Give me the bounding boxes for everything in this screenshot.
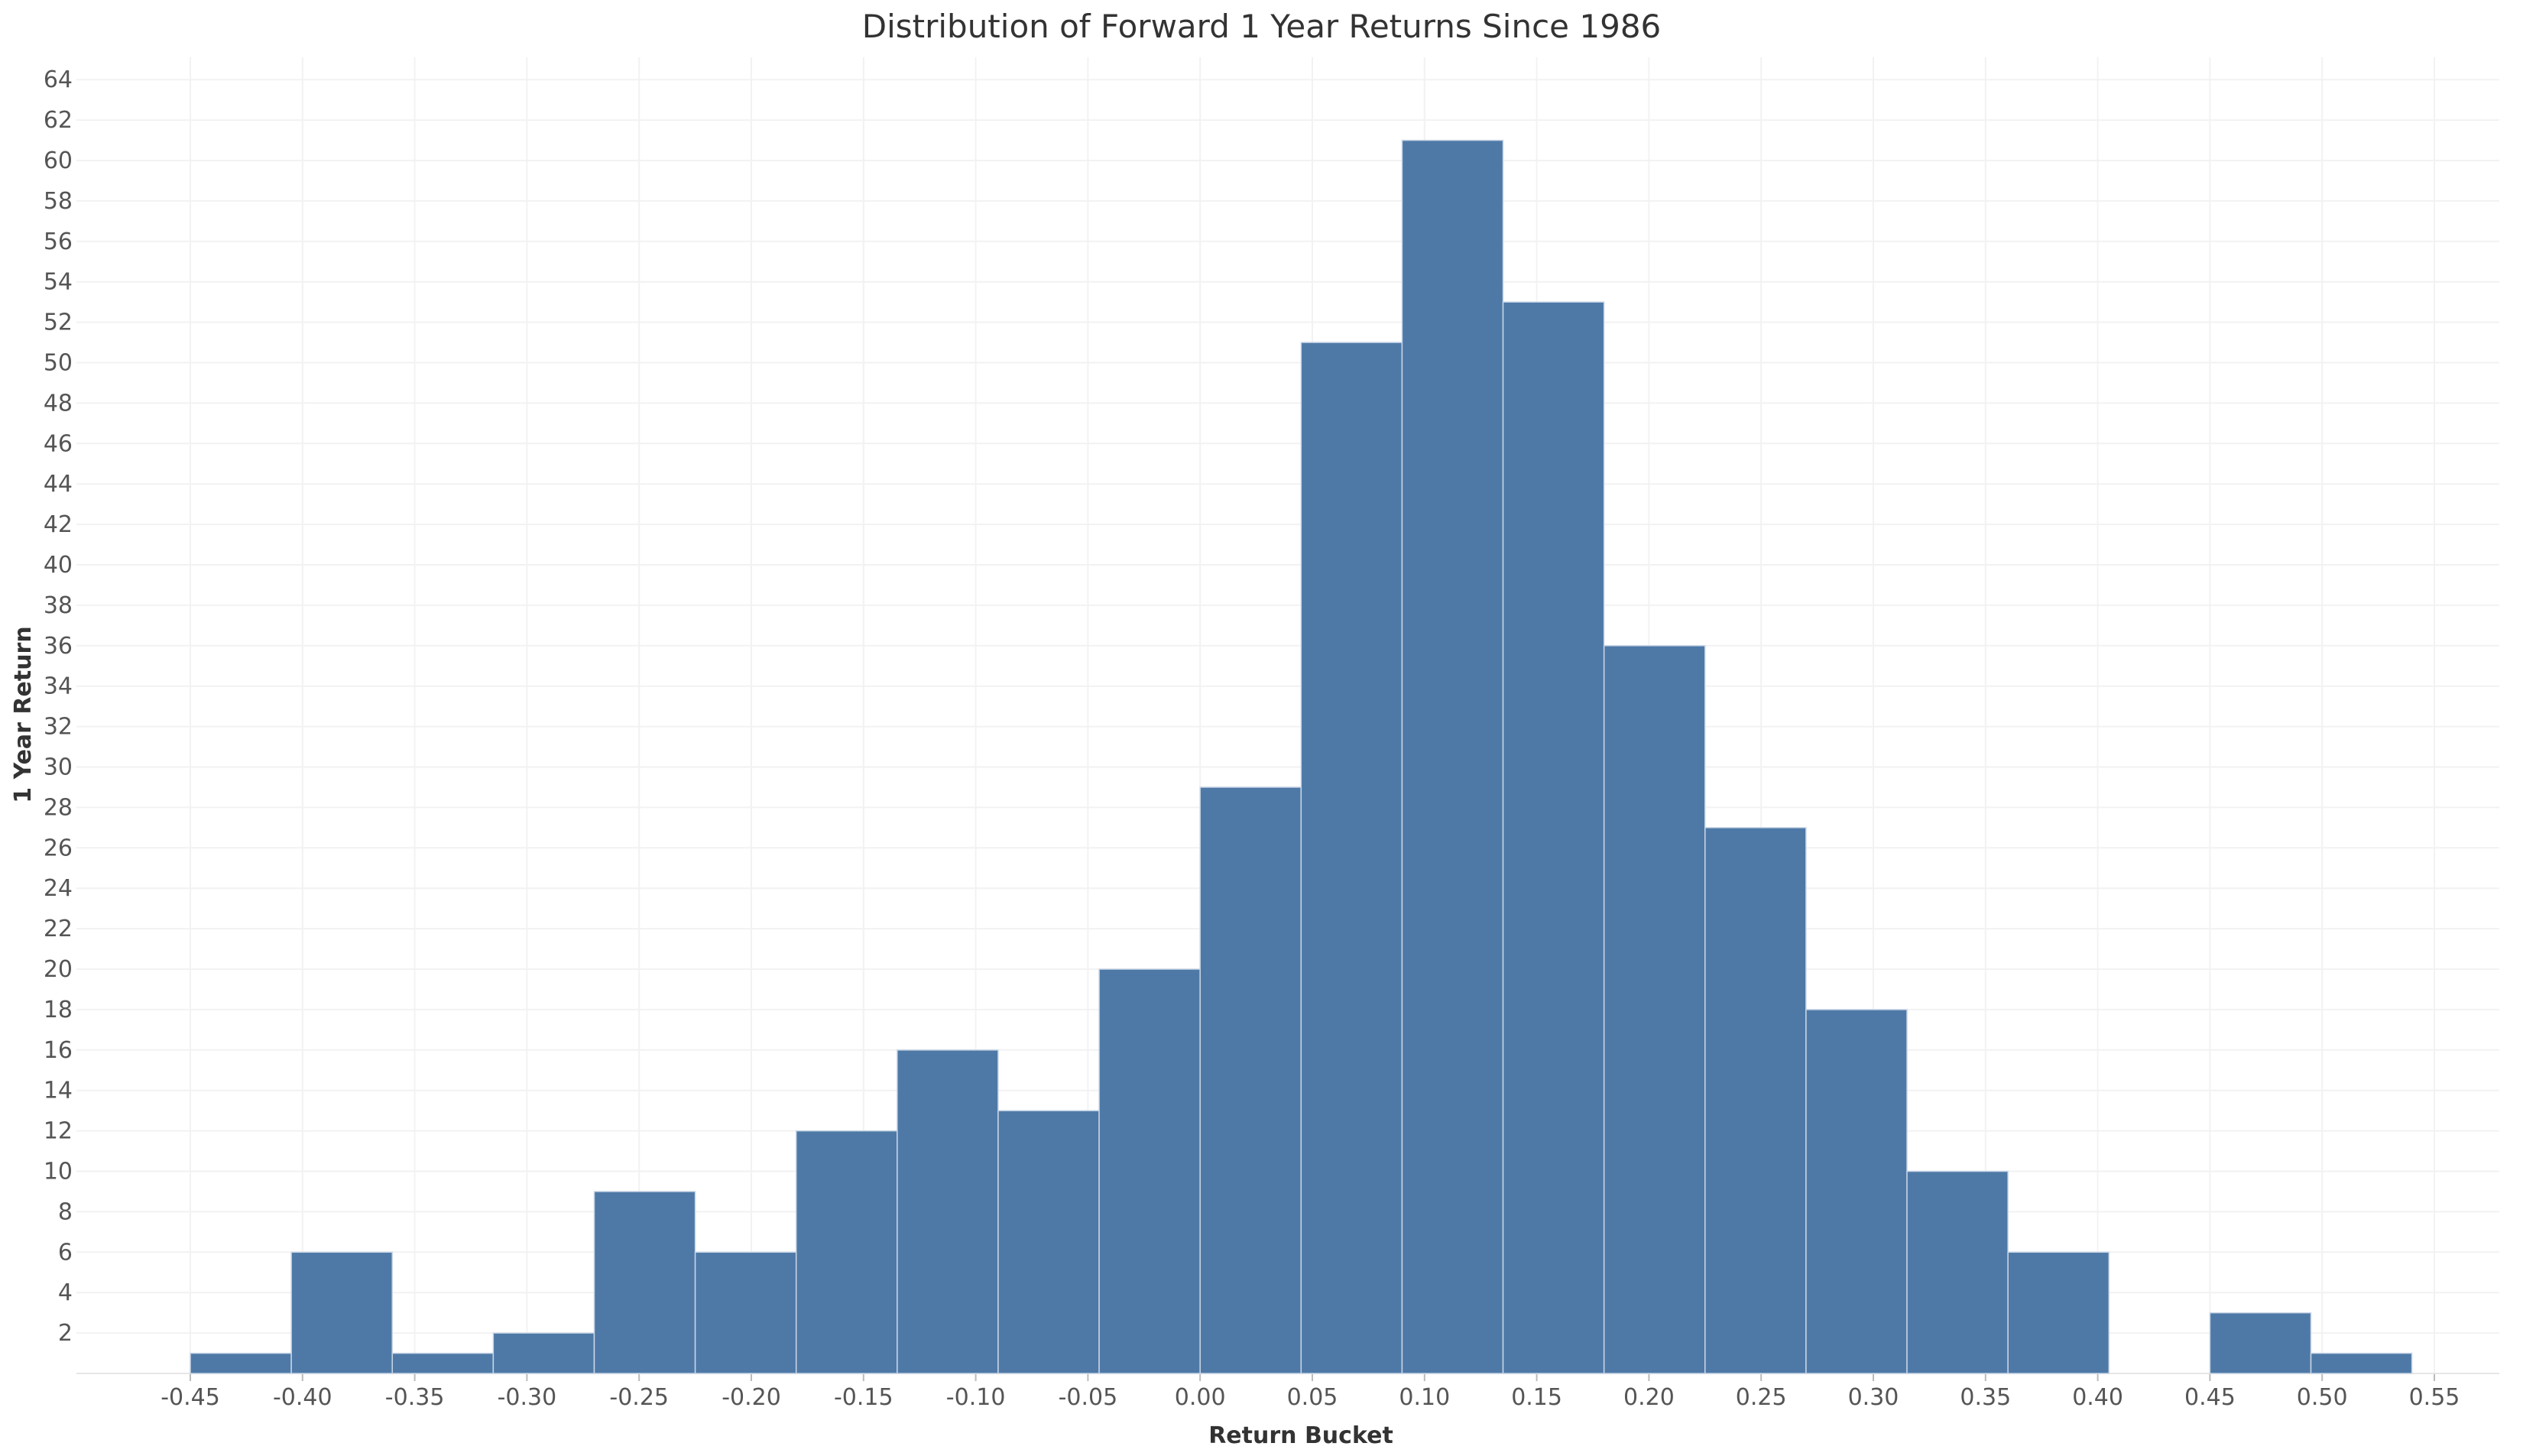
x-tick-label: -0.25 [609,1384,669,1411]
x-tick-label: -0.05 [1059,1384,1118,1411]
y-tick-labels: 2468101214161820222426283032343638404244… [44,66,73,1347]
y-tick-label: 56 [44,229,73,255]
y-tick-label: 14 [44,1078,73,1104]
histogram-bar[interactable] [1401,139,1504,1374]
x-tick-label: -0.15 [834,1384,893,1411]
y-tick-label: 22 [44,916,73,942]
x-tick-label: -0.40 [273,1384,332,1411]
y-tick-label: 40 [44,552,73,579]
x-tick-label: -0.35 [385,1384,445,1411]
histogram-bar[interactable] [694,1251,797,1374]
y-tick-label: 58 [44,188,73,215]
x-tick-label: 0.15 [1511,1384,1562,1411]
x-tick-label: 0.40 [2072,1384,2123,1411]
histogram-bar[interactable] [1300,342,1403,1374]
x-tick-label: -0.20 [722,1384,781,1411]
y-tick-label: 36 [44,633,73,660]
x-tick-label: 0.30 [1848,1384,1899,1411]
y-tick-label: 18 [44,997,73,1023]
histogram-bar[interactable] [795,1130,898,1374]
y-tick-label: 16 [44,1037,73,1064]
x-tick-label: 0.00 [1175,1384,1226,1411]
y-tick-label: 46 [44,430,73,457]
y-tick-label: 34 [44,673,73,700]
x-tick-label: -0.10 [946,1384,1006,1411]
y-tick-label: 24 [44,875,73,902]
x-tick-label: 0.25 [1736,1384,1787,1411]
histogram-bar[interactable] [997,1110,1100,1374]
x-tick-label: 0.45 [2184,1384,2236,1411]
y-tick-label: 2 [58,1320,73,1347]
x-tick-label: 0.05 [1287,1384,1338,1411]
x-tick-label: 0.35 [1960,1384,2011,1411]
histogram-bar[interactable] [391,1352,495,1374]
y-tick-label: 4 [58,1279,73,1306]
y-tick-label: 60 [44,148,73,174]
y-tick-label: 6 [58,1239,73,1266]
histogram-bar[interactable] [1704,827,1807,1374]
x-tick-label: -0.45 [161,1384,220,1411]
histogram-bar[interactable] [492,1332,595,1374]
x-tick-label: 0.20 [1623,1384,1675,1411]
y-tick-label: 12 [44,1118,73,1145]
histogram-bar[interactable] [1906,1170,2009,1374]
y-tick-label: 50 [44,350,73,377]
y-tick-label: 26 [44,835,73,861]
y-axis-label: 1 Year Return [10,626,37,803]
y-tick-label: 28 [44,794,73,821]
x-tick-label: 0.50 [2297,1384,2348,1411]
chart-title: Distribution of Forward 1 Year Returns S… [861,8,1662,45]
y-tick-label: 20 [44,956,73,983]
histogram-bar[interactable] [1603,645,1706,1374]
y-tick-label: 30 [44,754,73,781]
y-tick-label: 62 [44,107,73,134]
x-tick-label: 0.10 [1399,1384,1450,1411]
histogram-bar[interactable] [1199,786,1302,1374]
y-tick-label: 10 [44,1159,73,1185]
x-axis-label: Return Bucket [1208,1422,1393,1449]
y-tick-label: 44 [44,471,73,498]
y-tick-label: 38 [44,592,73,619]
histogram-bar[interactable] [1098,968,1201,1374]
x-tick-label: 0.55 [2409,1384,2460,1411]
bars-layer [190,139,2413,1374]
histogram-bar[interactable] [2209,1312,2312,1374]
y-tick-label: 54 [44,269,73,296]
y-tick-label: 42 [44,511,73,538]
y-tick-label: 64 [44,66,73,93]
histogram-bar[interactable] [290,1251,393,1374]
histogram-bar[interactable] [2310,1352,2413,1374]
x-tick-labels: -0.45 -0.40 -0.35 -0.30 -0.25 -0.20 -0.15 -0.10… [161,1384,2460,1411]
histogram-bar[interactable] [1502,301,1605,1374]
x-tick-label: -0.30 [498,1384,557,1411]
y-tick-label: 8 [58,1198,73,1225]
histogram-bar[interactable] [190,1352,292,1374]
histogram-bar[interactable] [593,1191,696,1374]
y-tick-label: 52 [44,310,73,336]
histogram-bar[interactable] [2007,1251,2110,1374]
y-tick-label: 32 [44,714,73,741]
histogram-bar[interactable] [897,1049,999,1374]
histogram-bar[interactable] [1805,1009,1908,1374]
y-tick-label: 48 [44,390,73,417]
